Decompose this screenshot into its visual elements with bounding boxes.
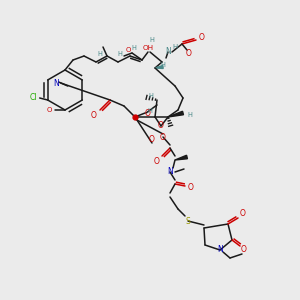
Text: O: O — [188, 182, 194, 191]
Text: S: S — [186, 217, 190, 226]
Text: O: O — [46, 107, 52, 113]
Text: O: O — [240, 209, 246, 218]
Text: H: H — [172, 44, 178, 50]
Text: H: H — [160, 62, 165, 68]
Text: N: N — [167, 167, 173, 176]
Polygon shape — [175, 155, 188, 160]
Text: O: O — [125, 47, 131, 53]
Text: N: N — [165, 47, 171, 56]
Text: H: H — [148, 93, 153, 99]
Text: O: O — [241, 245, 247, 254]
Text: OH: OH — [142, 45, 154, 51]
Text: H: H — [188, 112, 192, 118]
Text: Cl: Cl — [30, 94, 38, 103]
Text: O: O — [158, 122, 164, 130]
Text: O: O — [145, 109, 151, 118]
Text: O: O — [160, 133, 166, 142]
Polygon shape — [155, 65, 163, 68]
Text: H: H — [150, 37, 154, 43]
Text: O: O — [186, 49, 192, 58]
Text: N: N — [217, 245, 223, 254]
Text: H: H — [132, 45, 136, 51]
Text: O: O — [154, 157, 160, 166]
Text: O: O — [149, 136, 155, 145]
Text: O: O — [91, 110, 97, 119]
Text: O: O — [199, 34, 205, 43]
Polygon shape — [168, 111, 184, 117]
Text: N: N — [53, 79, 58, 88]
Text: H: H — [148, 108, 152, 114]
Text: H: H — [118, 51, 122, 57]
Text: H: H — [98, 51, 102, 57]
